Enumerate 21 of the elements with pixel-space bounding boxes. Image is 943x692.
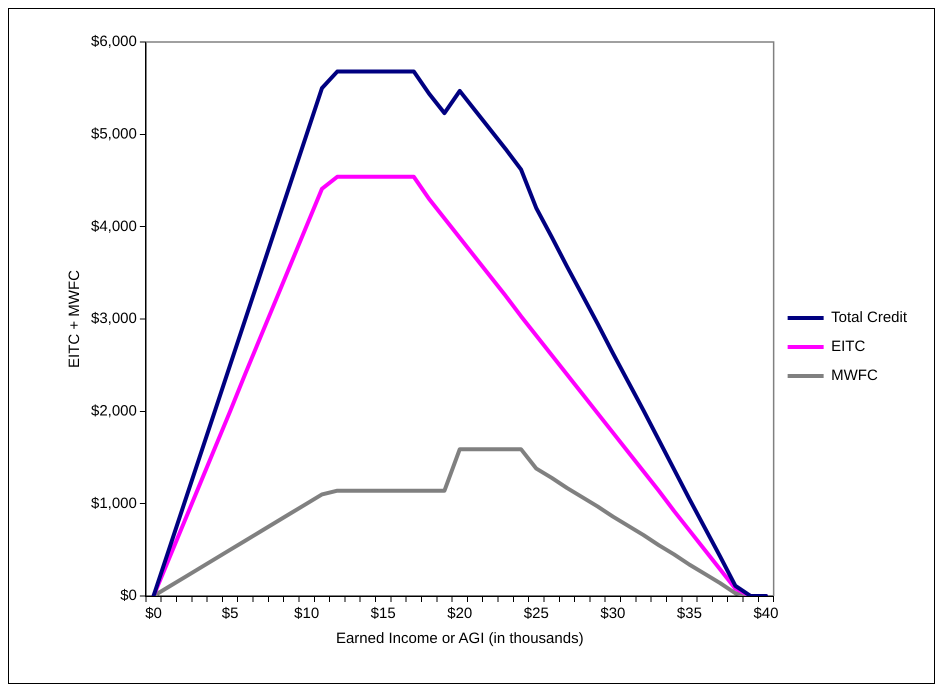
y-tick-label: $5,000 — [90, 125, 137, 142]
x-tick-label: $20 — [447, 605, 472, 622]
y-tick-label: $0 — [120, 587, 137, 604]
x-tick-label: $0 — [145, 605, 162, 622]
x-tick-label: $40 — [753, 605, 778, 622]
y-tick-label: $6,000 — [90, 33, 137, 50]
x-tick-label: $15 — [370, 605, 396, 622]
x-tick-label: $35 — [676, 605, 702, 622]
legend-label: MWFC — [831, 367, 878, 384]
legend-label: Total Credit — [831, 309, 908, 326]
y-tick-label: $4,000 — [90, 218, 137, 235]
x-tick-label: $10 — [294, 605, 320, 622]
x-tick-label: $30 — [600, 605, 626, 622]
y-axis-title: EITC + MWFC — [66, 270, 84, 368]
legend-label: EITC — [831, 338, 866, 356]
x-tick-label: $5 — [222, 605, 238, 622]
x-axis-title: Earned Income or AGI (in thousands) — [336, 630, 584, 648]
y-tick-label: $1,000 — [90, 494, 137, 512]
y-tick-label: $3,000 — [90, 310, 137, 328]
y-tick-label: $2,000 — [90, 402, 137, 420]
x-tick-label: $25 — [524, 605, 549, 622]
